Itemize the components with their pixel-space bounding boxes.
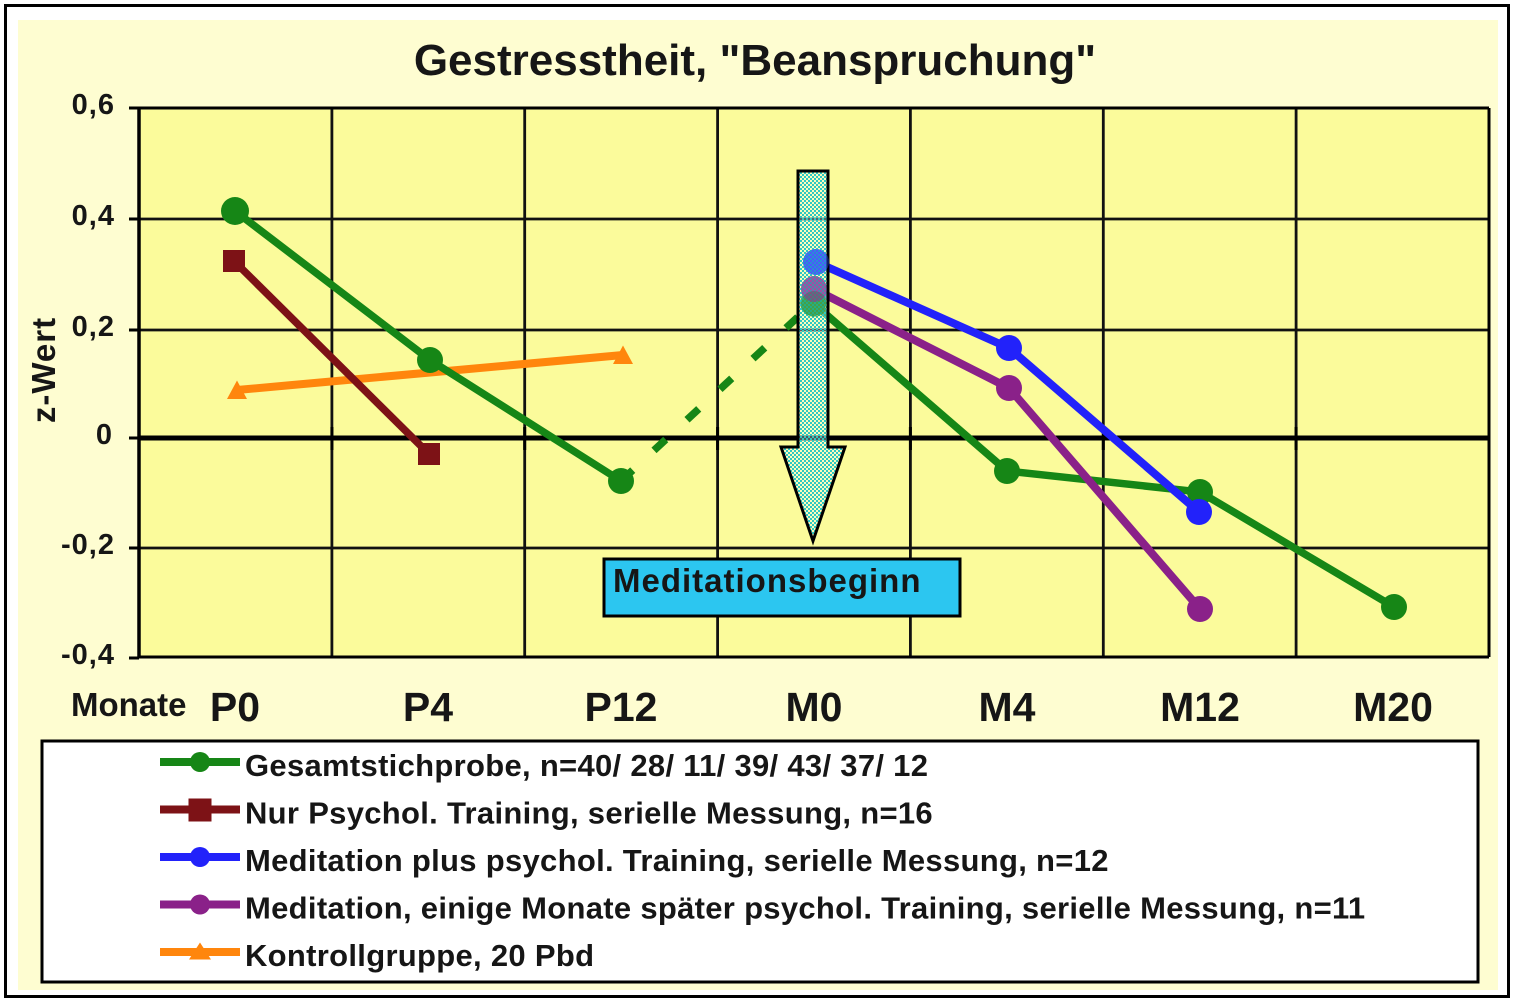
- svg-text:-0,2: -0,2: [61, 529, 115, 561]
- svg-text:z-Wert: z-Wert: [25, 317, 62, 423]
- svg-text:0,2: 0,2: [72, 311, 115, 343]
- svg-text:0,4: 0,4: [72, 200, 115, 232]
- svg-text:P12: P12: [585, 684, 658, 730]
- svg-text:Meditation plus psychol. Train: Meditation plus psychol. Training, serie…: [245, 843, 1109, 878]
- svg-text:Gestresstheit, "Beanspruchung": Gestresstheit, "Beanspruchung": [414, 36, 1096, 85]
- svg-text:M0: M0: [786, 684, 843, 730]
- svg-text:Meditation, einige Monate spät: Meditation, einige Monate später psychol…: [245, 891, 1365, 926]
- svg-text:M20: M20: [1353, 684, 1433, 730]
- svg-text:0,6: 0,6: [72, 89, 115, 121]
- svg-text:P4: P4: [403, 684, 453, 730]
- svg-text:P0: P0: [210, 684, 260, 730]
- svg-text:M12: M12: [1160, 684, 1240, 730]
- svg-text:-0,4: -0,4: [61, 639, 115, 671]
- svg-text:Gesamtstichprobe, n=40/ 28/ 11: Gesamtstichprobe, n=40/ 28/ 11/ 39/ 43/ …: [245, 748, 928, 783]
- svg-text:Monate: Monate: [71, 686, 187, 723]
- svg-text:Kontrollgruppe, 20 Pbd: Kontrollgruppe, 20 Pbd: [245, 938, 594, 973]
- svg-text:0: 0: [96, 419, 113, 451]
- svg-text:M4: M4: [979, 684, 1036, 730]
- svg-text:Meditationsbeginn: Meditationsbeginn: [613, 562, 922, 599]
- svg-text:Nur Psychol. Training, seriell: Nur Psychol. Training, serielle Messung,…: [245, 796, 933, 831]
